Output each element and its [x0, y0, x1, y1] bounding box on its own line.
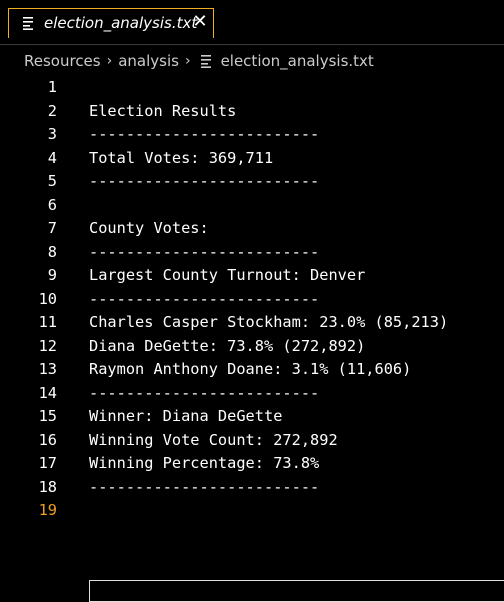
line-text: Largest County Turnout: Denver [89, 266, 366, 284]
line-number: 11 [38, 313, 57, 331]
line-number: 5 [47, 172, 57, 190]
line-text: Winning Vote Count: 272,892 [89, 430, 338, 449]
tab-bar-divider [0, 44, 504, 45]
code-line[interactable]: 7 County Votes: [0, 217, 504, 241]
line-number: 4 [47, 148, 57, 167]
code-line[interactable]: 11 Charles Casper Stockham: 23.0% (85,213… [0, 311, 504, 335]
line-number: 14 [38, 383, 57, 402]
code-line[interactable]: 10 ------------------------- [0, 288, 504, 312]
line-number: 10 [38, 289, 57, 308]
line-number: 15 [38, 407, 57, 425]
line-number: 18 [38, 477, 57, 496]
code-line[interactable]: 18 ------------------------- [0, 476, 504, 500]
line-number: 17 [38, 454, 57, 472]
line-number: 19 [38, 501, 57, 519]
line-text: ------------------------- [89, 289, 320, 308]
editor[interactable]: 1 2 Election Results 3 ---------------------… [0, 76, 504, 602]
tab-election-analysis[interactable]: election_analysis.txt ✕ [8, 8, 214, 45]
line-text: County Votes: [89, 219, 209, 237]
line-number: 3 [47, 125, 57, 143]
line-text: ------------------------- [89, 383, 320, 402]
code-line[interactable]: 3 ------------------------- [0, 123, 504, 147]
line-text: ------------------------- [89, 477, 320, 496]
line-text: Total Votes: 369,711 [89, 148, 274, 167]
code-line[interactable]: 15 Winner: Diana DeGette [0, 405, 504, 429]
breadcrumb-item-resources[interactable]: Resources [24, 52, 101, 70]
breadcrumb-item-file[interactable]: election_analysis.txt [220, 52, 374, 70]
line-number: 12 [38, 336, 57, 355]
code-line[interactable]: 6 [0, 194, 504, 218]
code-line[interactable]: 5 ------------------------- [0, 170, 504, 194]
line-number: 7 [47, 219, 57, 237]
breadcrumb-item-analysis[interactable]: analysis [118, 52, 179, 70]
line-number: 1 [47, 78, 57, 96]
line-number: 13 [38, 360, 57, 378]
code-line[interactable]: 4 Total Votes: 369,711 [0, 147, 504, 171]
code-line[interactable]: 8 ------------------------- [0, 241, 504, 265]
code-line[interactable]: 17 Winning Percentage: 73.8% [0, 452, 504, 476]
line-text: Charles Casper Stockham: 23.0% (85,213) [89, 313, 449, 331]
file-lines-icon [200, 55, 211, 68]
tab-bar: election_analysis.txt ✕ [0, 0, 504, 45]
line-number: 16 [38, 430, 57, 449]
line-text: Winner: Diana DeGette [89, 407, 283, 425]
code-line[interactable]: 12 Diana DeGette: 73.8% (272,892) [0, 335, 504, 359]
line-number: 2 [47, 101, 57, 120]
code-line[interactable]: 1 [0, 76, 504, 100]
file-lines-icon [23, 17, 33, 30]
tab-title: election_analysis.txt [44, 14, 198, 32]
line-number: 8 [47, 242, 57, 261]
code-line[interactable]: 19 [0, 499, 504, 523]
current-line-highlight [89, 580, 504, 602]
line-text: ------------------------- [89, 125, 320, 143]
code-line[interactable]: 2 Election Results [0, 100, 504, 124]
line-text: Diana DeGette: 73.8% (272,892) [89, 336, 366, 355]
line-text: Winning Percentage: 73.8% [89, 454, 320, 472]
chevron-right-icon: › [106, 53, 113, 69]
code-line[interactable]: 14 ------------------------- [0, 382, 504, 406]
code-line[interactable]: 16 Winning Vote Count: 272,892 [0, 429, 504, 453]
close-icon[interactable]: ✕ [192, 11, 208, 32]
line-text: ------------------------- [89, 172, 320, 190]
code-line[interactable]: 13 Raymon Anthony Doane: 3.1% (11,606) [0, 358, 504, 382]
line-number: 6 [47, 195, 57, 214]
line-text: Raymon Anthony Doane: 3.1% (11,606) [89, 360, 412, 378]
line-text: ------------------------- [89, 242, 320, 261]
line-text: Election Results [89, 101, 237, 120]
chevron-right-icon: › [184, 53, 191, 69]
breadcrumb: Resources › analysis › election_analysis… [0, 45, 504, 77]
line-number: 9 [47, 266, 57, 284]
code-line[interactable]: 9 Largest County Turnout: Denver [0, 264, 504, 288]
